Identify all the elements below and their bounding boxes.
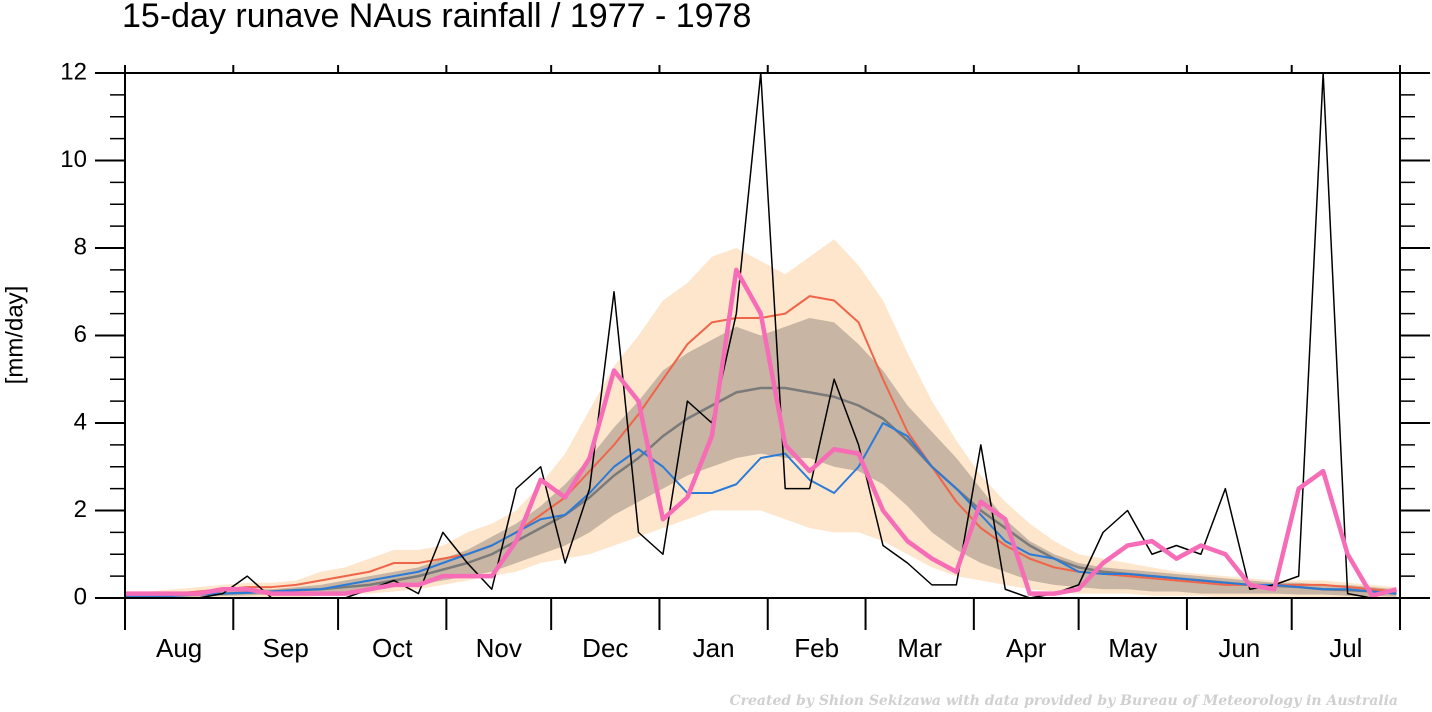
chart-title: 15-day runave NAus rainfall / 1977 - 197… (122, 0, 751, 35)
x-tick-label: Apr (1006, 633, 1047, 663)
plot-area (125, 73, 1398, 598)
x-tick-label: Sep (263, 633, 309, 663)
y-axis-label: [mm/day] (1, 286, 28, 385)
y-tick-label: 2 (74, 496, 87, 523)
y-tick-label: 10 (60, 146, 87, 173)
y-tick-label: 4 (74, 408, 87, 435)
x-tick-label: Nov (476, 633, 522, 663)
x-tick-label: May (1108, 633, 1157, 663)
x-tick-label: Mar (897, 633, 942, 663)
series-line (125, 267, 1398, 598)
y-tick-label: 8 (74, 233, 87, 260)
band (125, 318, 1397, 598)
x-tick-label: Feb (794, 633, 839, 663)
x-tick-label: Aug (156, 633, 202, 663)
y-tick-label: 0 (74, 583, 87, 610)
x-tick-label: Jul (1329, 633, 1362, 663)
y-tick-label: 12 (60, 58, 87, 85)
y-tick-label: 6 (74, 321, 87, 348)
x-tick-label: Jan (693, 633, 735, 663)
credit: Created by Shion Sekizawa with data prov… (729, 693, 1398, 709)
series-line (125, 422, 1397, 597)
x-tick-label: Oct (372, 633, 413, 663)
x-tick-label: Dec (582, 633, 628, 663)
x-tick-label: Jun (1218, 633, 1260, 663)
series-line (125, 73, 1397, 598)
